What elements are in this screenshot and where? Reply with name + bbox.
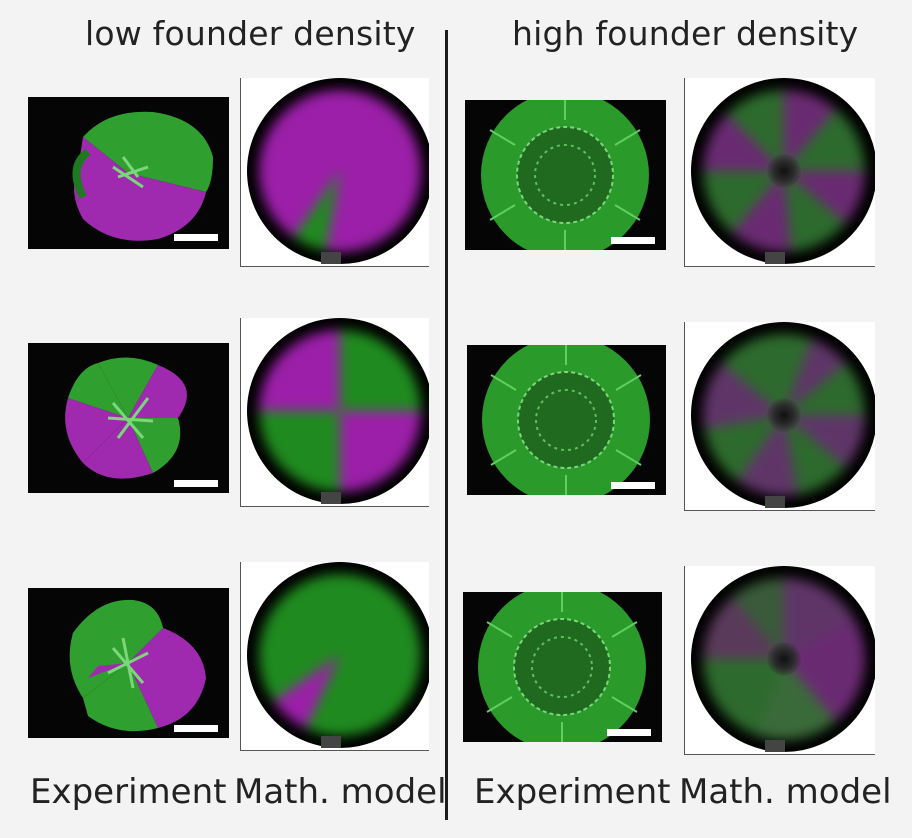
model-plot-high-1 (684, 78, 875, 267)
model-disk (247, 562, 429, 748)
axis-tick (765, 496, 785, 508)
model-plot-low-3 (240, 562, 429, 751)
scale-bar (174, 234, 218, 241)
experiment-image-high-2 (467, 345, 666, 495)
model-disk (247, 78, 429, 264)
scale-bar (174, 725, 218, 732)
experiment-image-low-1 (28, 97, 229, 249)
experiment-image-high-3 (463, 592, 662, 742)
axis-tick (321, 736, 341, 748)
column-divider (445, 30, 448, 820)
axis-tick (765, 740, 785, 752)
model-plot-high-2 (684, 322, 875, 511)
experiment-image-low-2 (28, 343, 229, 493)
experiment-label-left: Experiment (30, 772, 227, 812)
model-label-left: Math. model (234, 772, 447, 812)
model-plot-low-2 (240, 318, 429, 507)
scale-bar (611, 237, 655, 244)
axis-tick (765, 252, 785, 264)
scale-bar (607, 729, 651, 736)
model-disk (691, 566, 875, 752)
scale-bar (174, 480, 218, 487)
model-disk (691, 78, 875, 264)
high-density-header: high founder density (512, 14, 859, 53)
experiment-image-low-3 (28, 588, 229, 738)
model-disk (247, 318, 429, 504)
axis-tick (321, 492, 341, 504)
experiment-label-right: Experiment (474, 772, 671, 812)
low-density-header: low founder density (85, 14, 416, 53)
scale-bar (611, 482, 655, 489)
model-disk (691, 322, 875, 508)
model-plot-low-1 (240, 78, 429, 267)
axis-tick (321, 252, 341, 264)
experiment-image-high-1 (465, 100, 666, 250)
model-label-right: Math. model (679, 772, 892, 812)
model-plot-high-3 (684, 566, 875, 755)
